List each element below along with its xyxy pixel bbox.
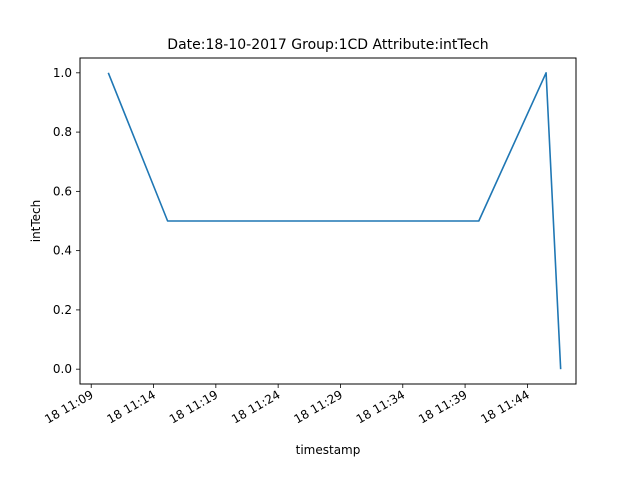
y-tick-label: 0.8 — [53, 125, 72, 139]
y-axis-label: intTech — [29, 200, 43, 243]
y-tick-label: 0.6 — [53, 184, 72, 198]
plot-frame — [79, 57, 577, 385]
y-axis: 0.0 0.2 0.4 0.6 0.8 1.0 — [53, 66, 80, 376]
y-tick-label: 1.0 — [53, 66, 72, 80]
y-tick-label: 0.4 — [53, 244, 72, 258]
y-tick-label: 0.0 — [53, 362, 72, 376]
x-axis-label: timestamp — [296, 443, 361, 457]
chart-title: Date:18-10-2017 Group:1CD Attribute:intT… — [167, 37, 488, 53]
series-layer — [107, 72, 562, 370]
y-tick-label: 0.2 — [53, 303, 72, 317]
series-line-0 — [107, 72, 562, 370]
